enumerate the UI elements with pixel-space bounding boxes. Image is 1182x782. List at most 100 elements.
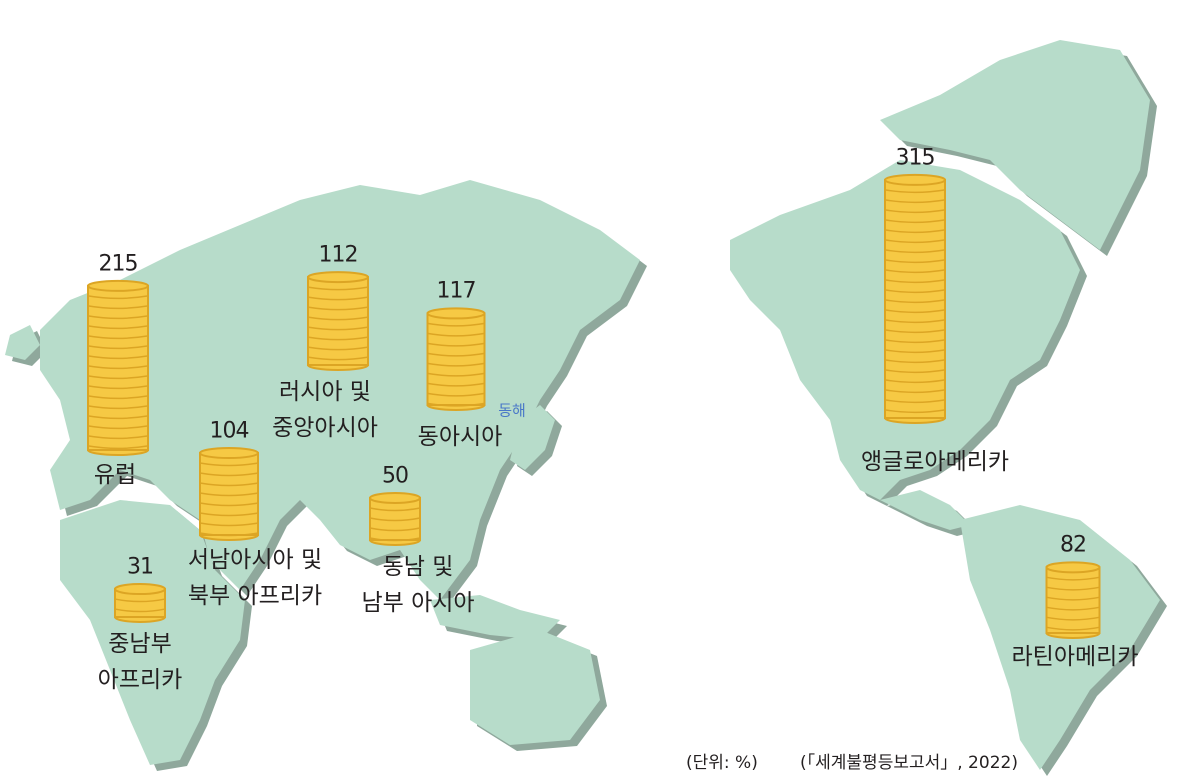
coin-edge <box>1046 606 1100 611</box>
coin-edge <box>884 199 946 204</box>
region-name-line: 러시아 및 <box>279 379 371 405</box>
coin-edge <box>884 289 946 294</box>
coin-stack <box>426 307 486 411</box>
coin-edge <box>87 385 149 390</box>
coin-edge <box>307 296 369 301</box>
australia-landmass <box>470 630 600 745</box>
coin-edge <box>884 409 946 414</box>
coin-edge <box>114 608 166 613</box>
camerica-landmass <box>880 490 970 530</box>
coin-edge <box>87 435 149 440</box>
coin-edge <box>87 305 149 310</box>
coin-edge <box>1046 616 1100 621</box>
coin-edge <box>307 326 369 331</box>
coin-stack <box>1045 561 1101 639</box>
coin-stack <box>884 173 946 424</box>
coin-edge <box>427 372 485 377</box>
coin-edge <box>884 299 946 304</box>
coin-edge <box>884 219 946 224</box>
unit-note: (단위: %) <box>686 753 758 773</box>
coin-stack-bar <box>426 312 486 407</box>
coin-edge <box>199 522 259 527</box>
africa-landmass <box>60 500 245 765</box>
coin-top <box>426 307 486 320</box>
coin-edge <box>199 492 259 497</box>
coin-edge <box>1046 596 1100 601</box>
coin-stack-bar <box>884 178 946 419</box>
coin-edge <box>87 315 149 320</box>
region-name-line: 서남아시아 및 <box>187 547 323 573</box>
value-label: 82 <box>1060 532 1087 558</box>
coin-edge <box>87 335 149 340</box>
coin-edge <box>199 462 259 467</box>
japan-landmass <box>510 405 555 470</box>
coin-edge <box>307 286 369 291</box>
region-name-line: 남부 아시아 <box>361 590 475 616</box>
coin-edge <box>1046 576 1100 581</box>
coin-edge <box>884 359 946 364</box>
coin-edge <box>199 532 259 537</box>
coin-edge <box>369 507 421 512</box>
indonesia-landmass <box>430 595 560 640</box>
coin-edge <box>1046 586 1100 591</box>
coin-edge <box>369 517 421 522</box>
coin-edge <box>87 355 149 360</box>
coin-edge <box>87 415 149 420</box>
coin-edge <box>884 269 946 274</box>
region-name-line: 동남 및 <box>382 554 454 580</box>
coin-edge <box>1046 626 1100 631</box>
coin-edge <box>884 399 946 404</box>
source-note: (「세계불평등보고서」, 2022) <box>800 753 1018 773</box>
coin-edge <box>884 229 946 234</box>
region-name-line: 북부 아프리카 <box>187 583 323 609</box>
region-name-line: 아프리카 <box>97 667 183 693</box>
region-name-line: 중앙아시아 <box>272 415 378 441</box>
coin-edge <box>369 527 421 532</box>
coin-edge <box>884 349 946 354</box>
coin-top <box>307 271 369 284</box>
coin-edge <box>307 336 369 341</box>
coin-edge <box>427 342 485 347</box>
value-label: 112 <box>318 242 359 268</box>
coin-edge <box>87 345 149 350</box>
coin-edge <box>87 375 149 380</box>
coin-top <box>369 492 421 504</box>
coin-edge <box>87 405 149 410</box>
coin-edge <box>307 346 369 351</box>
coin-stack <box>369 492 421 546</box>
coin-edge <box>114 598 166 603</box>
coin-top <box>199 447 259 460</box>
sea-label-east-sea: 동해 <box>498 401 526 420</box>
uk-landmass <box>5 325 40 360</box>
region-name: 앵글로아메리카 <box>861 444 1009 480</box>
region-name: 라틴아메리카 <box>1012 639 1139 675</box>
region-name-line: 중남부 <box>108 631 172 657</box>
coin-edge <box>87 295 149 300</box>
coin-edge <box>427 362 485 367</box>
coin-edge <box>884 389 946 394</box>
coin-edge <box>884 309 946 314</box>
coin-edge <box>884 279 946 284</box>
coin-stack <box>114 583 166 623</box>
coin-stack <box>199 447 259 541</box>
region-name: 유럽 <box>94 457 136 493</box>
coin-edge <box>427 352 485 357</box>
region-name-line: 라틴아메리카 <box>1011 644 1139 670</box>
value-label: 215 <box>98 251 139 277</box>
coin-stack <box>87 279 149 456</box>
value-label: 31 <box>127 554 154 580</box>
value-label: 315 <box>895 145 936 171</box>
coin-edge <box>199 512 259 517</box>
region-name-line: 동아시아 <box>417 424 503 450</box>
coin-top <box>87 279 149 292</box>
coin-edge <box>307 316 369 321</box>
coin-edge <box>87 325 149 330</box>
coin-edge <box>427 332 485 337</box>
coin-edge <box>427 392 485 397</box>
coin-edge <box>307 306 369 311</box>
coin-edge <box>427 322 485 327</box>
coin-edge <box>199 472 259 477</box>
